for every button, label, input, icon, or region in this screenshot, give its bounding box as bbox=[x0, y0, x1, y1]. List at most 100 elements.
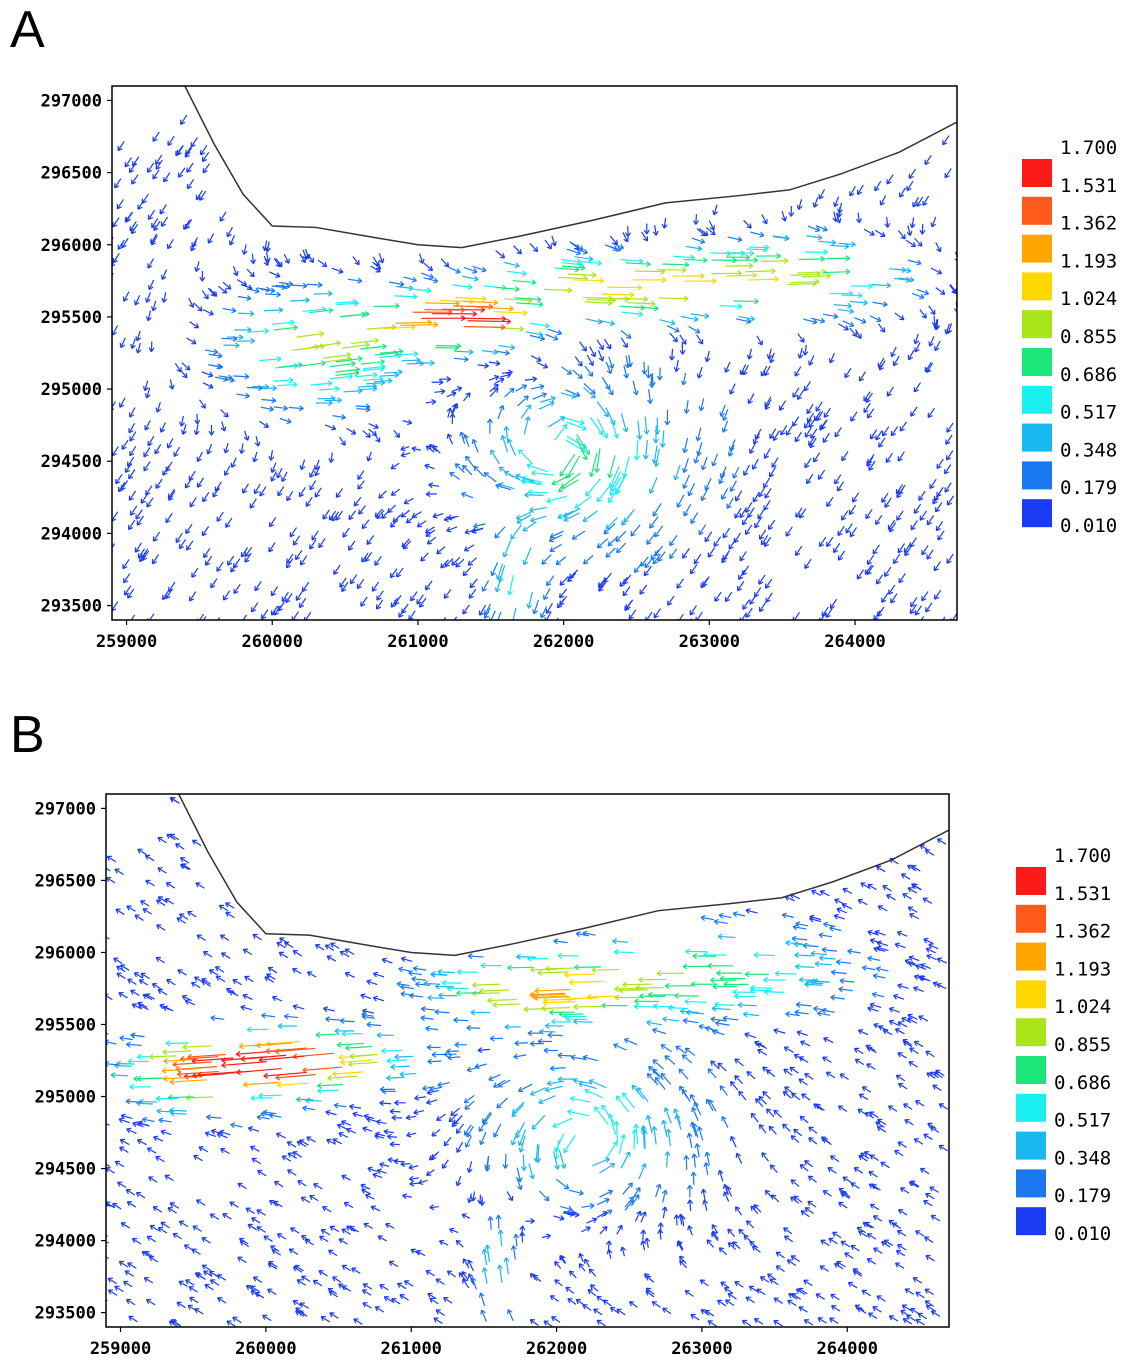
vector-arrow bbox=[251, 1157, 262, 1165]
vector-arrow bbox=[379, 348, 404, 355]
vector-arrow bbox=[191, 1057, 234, 1064]
vector-arrow bbox=[351, 1267, 361, 1274]
vector-arrow bbox=[798, 1306, 808, 1313]
vector-arrow bbox=[191, 981, 201, 989]
vector-arrow bbox=[216, 511, 224, 522]
vector-arrow bbox=[529, 322, 550, 329]
vector-arrow bbox=[522, 547, 532, 566]
vector-arrow bbox=[366, 324, 397, 331]
vector-arrow bbox=[537, 362, 549, 369]
vector-arrow bbox=[599, 1189, 613, 1198]
vector-arrow bbox=[427, 1058, 442, 1065]
vector-arrow bbox=[924, 1236, 934, 1243]
vector-arrow bbox=[315, 1031, 340, 1038]
vector-arrow bbox=[412, 965, 427, 972]
vector-arrow bbox=[167, 1094, 194, 1101]
vector-arrow bbox=[140, 493, 148, 504]
vector-arrow bbox=[554, 1133, 565, 1153]
vector-arrow bbox=[179, 369, 188, 379]
vector-arrow bbox=[596, 538, 609, 549]
legend-label: 1.700 bbox=[1054, 845, 1111, 867]
vector-arrow bbox=[118, 992, 128, 999]
vector-arrow bbox=[189, 321, 200, 329]
vector-arrow bbox=[268, 542, 276, 553]
vector-arrow bbox=[130, 1032, 145, 1039]
vector-arrow bbox=[408, 1164, 419, 1171]
vector-arrow bbox=[341, 1264, 352, 1272]
vector-arrow bbox=[121, 237, 129, 249]
vector-arrow bbox=[464, 1100, 475, 1110]
vector-arrow bbox=[301, 1235, 311, 1242]
vector-arrow bbox=[380, 372, 399, 379]
vector-arrow bbox=[704, 1151, 711, 1165]
vector-arrow bbox=[230, 457, 237, 468]
vector-arrow bbox=[718, 912, 732, 919]
vector-arrow bbox=[538, 1190, 550, 1202]
vector-arrow bbox=[106, 936, 110, 940]
vector-arrow bbox=[729, 1135, 737, 1148]
vector-arrow bbox=[181, 424, 187, 435]
vector-arrow bbox=[130, 989, 140, 997]
vector-arrow bbox=[822, 432, 830, 444]
vector-arrow bbox=[324, 944, 335, 951]
vector-arrow bbox=[821, 1007, 835, 1014]
vector-arrow bbox=[431, 1151, 440, 1160]
vector-arrow bbox=[453, 1017, 469, 1024]
vector-arrow bbox=[652, 225, 659, 236]
legend-swatch bbox=[1022, 272, 1052, 301]
vector-arrow bbox=[376, 590, 384, 601]
vector-arrow bbox=[455, 295, 487, 302]
vector-arrow bbox=[310, 380, 333, 387]
vector-arrow bbox=[920, 963, 931, 970]
vector-arrow bbox=[500, 434, 509, 453]
vector-arrow bbox=[537, 969, 569, 976]
vector-arrow bbox=[448, 1113, 458, 1123]
vector-arrow bbox=[155, 159, 163, 170]
vector-arrow bbox=[664, 982, 693, 989]
vector-arrow bbox=[120, 964, 130, 971]
vector-arrow bbox=[802, 344, 809, 356]
vector-arrow bbox=[443, 616, 447, 620]
vector-arrow bbox=[309, 480, 317, 491]
vector-arrow bbox=[375, 599, 384, 610]
vector-arrow bbox=[651, 1126, 658, 1145]
vector-arrow bbox=[544, 1022, 564, 1029]
vector-arrow bbox=[564, 417, 585, 426]
vector-arrow bbox=[246, 1026, 268, 1033]
vector-arrow bbox=[866, 1233, 877, 1240]
vector-arrow bbox=[179, 913, 189, 920]
vector-arrow bbox=[853, 1167, 864, 1174]
vector-arrow bbox=[845, 523, 853, 534]
vector-arrow bbox=[409, 1180, 420, 1187]
vector-arrow bbox=[804, 1159, 814, 1168]
vector-arrow bbox=[758, 1124, 767, 1134]
vector-arrow bbox=[921, 545, 929, 556]
vector-arrow bbox=[112, 543, 116, 552]
vector-arrow bbox=[934, 340, 941, 352]
vector-arrow bbox=[679, 334, 687, 345]
vector-arrow bbox=[403, 1280, 414, 1287]
vector-arrow bbox=[252, 1276, 263, 1283]
vector-arrow bbox=[128, 407, 136, 418]
vector-arrow bbox=[467, 557, 478, 566]
vector-arrow bbox=[189, 1296, 199, 1304]
vector-arrow bbox=[202, 309, 214, 316]
vector-arrow bbox=[903, 1103, 913, 1110]
vector-arrow bbox=[724, 361, 731, 373]
vector-arrow bbox=[564, 971, 596, 978]
vector-arrow bbox=[501, 369, 513, 376]
vector-arrow bbox=[236, 1067, 282, 1076]
y-tick-label: 294500 bbox=[41, 452, 102, 472]
vector-arrow bbox=[408, 970, 422, 977]
panel-label: B bbox=[10, 706, 45, 764]
vector-arrow bbox=[345, 1044, 373, 1051]
vector-arrow bbox=[195, 1199, 206, 1206]
y-tick-label: 293500 bbox=[41, 597, 102, 617]
vector-arrow bbox=[270, 586, 279, 597]
vector-arrow bbox=[942, 616, 946, 620]
vector-arrow bbox=[794, 952, 813, 959]
vector-arrow bbox=[725, 254, 751, 261]
vector-arrow bbox=[795, 1001, 812, 1008]
vector-arrow bbox=[795, 545, 803, 557]
vector-arrow bbox=[592, 1157, 610, 1167]
